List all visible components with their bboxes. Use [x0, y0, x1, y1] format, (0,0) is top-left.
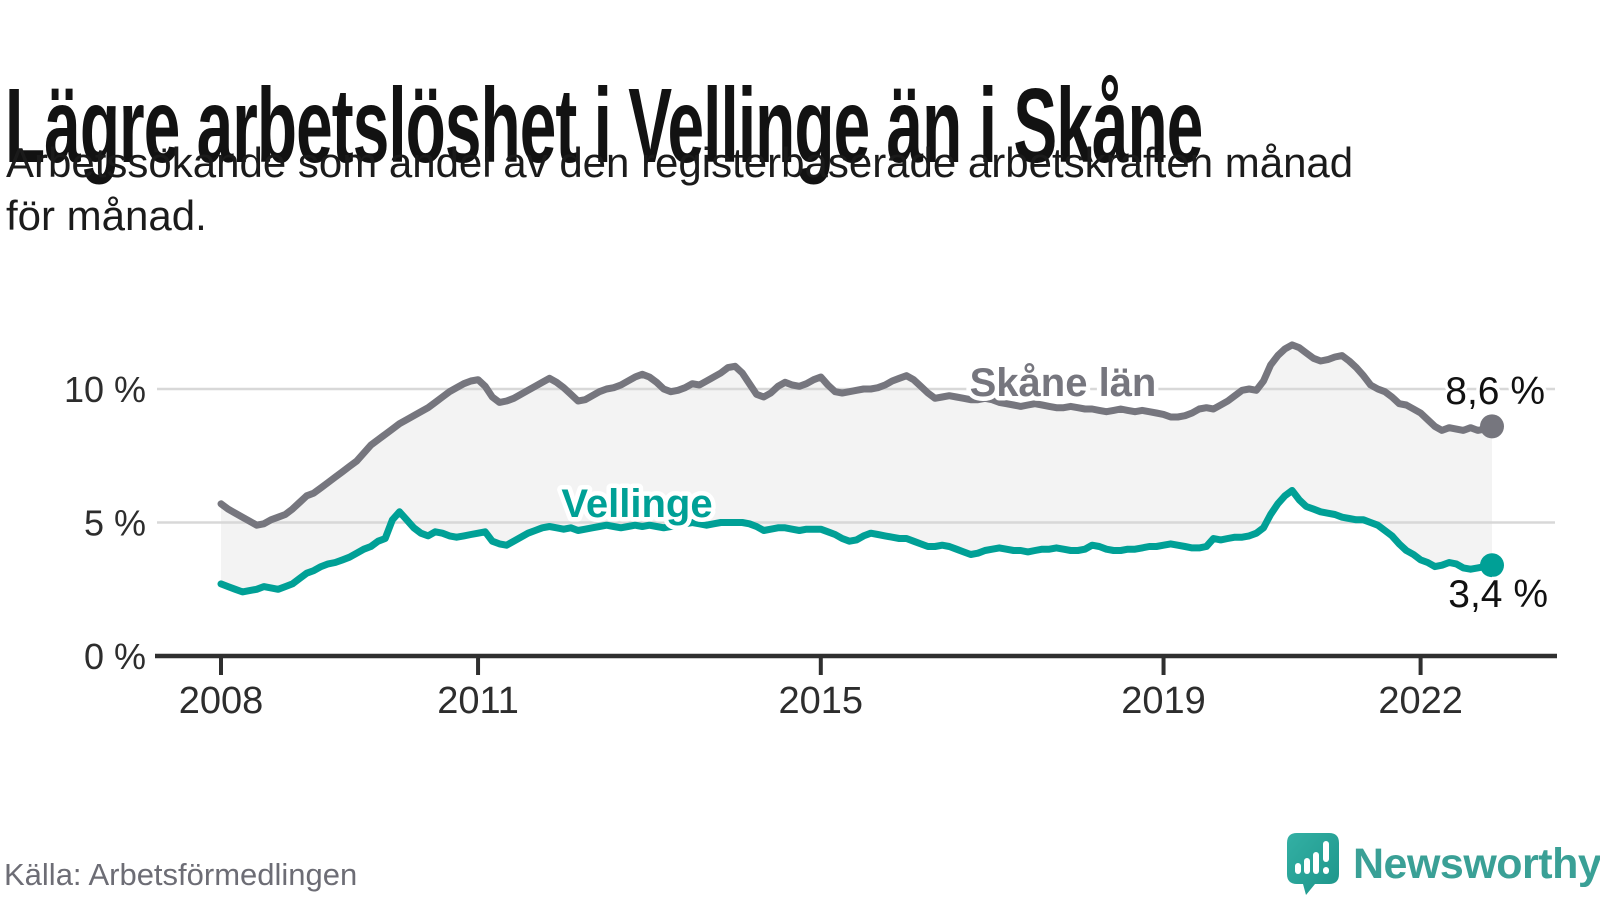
chart-subtitle: Arbetssökande som andel av den registerb… [6, 136, 1353, 242]
subtitle-line-2: för månad. [6, 192, 207, 239]
exclamation-dot-icon [1323, 867, 1329, 874]
subtitle-line-1: Arbetssökande som andel av den registerb… [6, 139, 1354, 186]
end-value-label-vellinge: 3,4 % [1448, 573, 1548, 616]
end-dot-skane-lan [1480, 414, 1504, 439]
newsworthy-icon [1287, 833, 1339, 895]
unemployment-line-chart: 2008 2011 2015 2019 2022 0 % 5 % 10 % Skåne län… [64, 341, 1557, 722]
x-tick-label-2015: 2015 [779, 680, 864, 722]
bar-icon-tall [1313, 852, 1319, 874]
y-tick-label-10: 10 % [64, 369, 146, 410]
series-lines [217, 341, 1504, 596]
series-label-skane-lan: Skåne län [970, 361, 1157, 405]
page-title: Lägre arbetslöshet i Vellinge än i Skåne [5, 67, 1203, 186]
bar-icon-small [1295, 863, 1301, 874]
series-label-vellinge: Vellinge [561, 482, 712, 526]
fill-between-path [221, 344, 1492, 592]
series-line-skane-lan [217, 341, 1496, 529]
y-tick-label-5: 5 % [84, 503, 146, 544]
exclamation-bar-icon [1323, 841, 1329, 862]
y-tick-label-0: 0 % [84, 636, 146, 677]
fill-between-series [221, 344, 1492, 592]
chart-area: 2008 2011 2015 2019 2022 0 % 5 % 10 % Skåne län… [0, 280, 1600, 740]
chart-labels: Skåne län Vellinge 8,6 % 3,4 % [557, 357, 1552, 620]
series-line-vellinge [217, 487, 1496, 596]
x-tick-label-2022: 2022 [1378, 680, 1463, 722]
x-tick-label-2011: 2011 [437, 680, 519, 722]
source-note: Källa: Arbetsförmedlingen [4, 857, 358, 892]
x-axis: 2008 2011 2015 2019 2022 0 % 5 % 10 % [64, 369, 1557, 722]
bar-icon-medium [1304, 858, 1310, 874]
x-tick-label-2008: 2008 [179, 680, 264, 722]
newsworthy-logo: Newsworthy [1286, 832, 1600, 896]
end-value-label-skane-lan: 8,6 % [1445, 370, 1545, 413]
end-dot-vellinge [1480, 553, 1504, 578]
brand-name: Newsworthy [1353, 840, 1600, 888]
x-tick-label-2019: 2019 [1121, 680, 1206, 722]
